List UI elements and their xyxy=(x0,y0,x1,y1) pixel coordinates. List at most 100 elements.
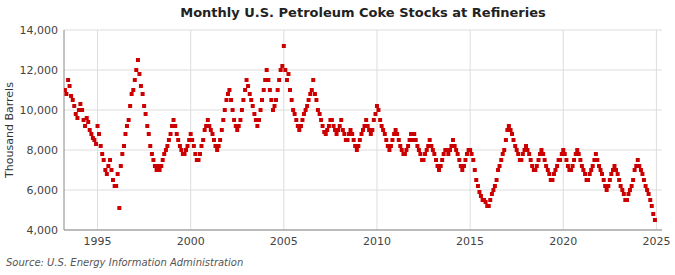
point xyxy=(431,148,435,152)
point xyxy=(226,92,230,96)
point xyxy=(105,172,109,176)
point xyxy=(201,138,205,142)
point xyxy=(394,128,398,132)
point xyxy=(617,178,621,182)
point xyxy=(304,108,308,112)
point xyxy=(440,158,444,162)
point xyxy=(141,92,145,96)
point xyxy=(622,192,626,196)
point xyxy=(131,88,135,92)
x-tick-label: 2015 xyxy=(456,235,484,248)
x-grid-line xyxy=(563,30,564,230)
point xyxy=(415,144,419,148)
point xyxy=(246,84,250,88)
points xyxy=(64,44,657,222)
point xyxy=(88,128,92,132)
point xyxy=(238,118,242,122)
point xyxy=(597,164,601,168)
point xyxy=(151,158,155,162)
point xyxy=(495,178,499,182)
point xyxy=(589,168,593,172)
point xyxy=(190,138,194,142)
point xyxy=(186,144,190,148)
point xyxy=(650,204,654,208)
point xyxy=(283,68,287,72)
point xyxy=(381,128,385,132)
point xyxy=(130,92,134,96)
point xyxy=(645,188,649,192)
point xyxy=(429,144,433,148)
point xyxy=(209,128,213,132)
point xyxy=(231,108,235,112)
point xyxy=(373,112,377,116)
point xyxy=(496,168,500,172)
y-grid-line xyxy=(64,190,662,191)
point xyxy=(144,112,148,116)
point xyxy=(193,152,197,156)
point xyxy=(102,158,106,162)
x-tick-label: 2000 xyxy=(177,235,205,248)
point xyxy=(313,92,317,96)
point xyxy=(257,118,261,122)
point xyxy=(501,152,505,156)
y-tick-label: 6,000 xyxy=(27,184,59,197)
point xyxy=(111,178,115,182)
point xyxy=(212,138,216,142)
point xyxy=(578,158,582,162)
point xyxy=(356,144,360,148)
point xyxy=(425,148,429,152)
point xyxy=(89,132,93,136)
point xyxy=(96,124,100,128)
point xyxy=(229,98,233,102)
point xyxy=(378,118,382,122)
y-tick-label: 10,000 xyxy=(20,104,59,117)
point xyxy=(412,132,416,136)
point xyxy=(319,118,323,122)
point xyxy=(510,132,514,136)
point xyxy=(614,168,618,172)
point xyxy=(423,152,427,156)
point xyxy=(509,128,513,132)
point xyxy=(581,168,585,172)
point xyxy=(276,88,280,92)
point xyxy=(297,128,301,132)
point xyxy=(325,128,329,132)
point xyxy=(321,124,325,128)
point xyxy=(403,152,407,156)
point xyxy=(516,152,520,156)
point xyxy=(563,152,567,156)
point xyxy=(310,88,314,92)
point xyxy=(122,144,126,148)
point xyxy=(192,144,196,148)
point xyxy=(341,128,345,132)
point xyxy=(327,124,331,128)
y-tick-label: 14,000 xyxy=(20,24,59,37)
point xyxy=(241,98,245,102)
point xyxy=(85,116,89,120)
point xyxy=(235,128,239,132)
point xyxy=(376,108,380,112)
point xyxy=(462,164,466,168)
point xyxy=(125,124,129,128)
point xyxy=(507,124,511,128)
y-grid-line xyxy=(64,110,662,111)
x-grid-line xyxy=(656,30,657,230)
point xyxy=(536,158,540,162)
point xyxy=(172,118,176,122)
point xyxy=(644,184,648,188)
point xyxy=(282,44,286,48)
point xyxy=(74,112,78,116)
y-grid-line xyxy=(64,150,662,151)
point xyxy=(594,152,598,156)
point xyxy=(580,164,584,168)
point xyxy=(316,108,320,112)
point xyxy=(521,152,525,156)
point xyxy=(106,164,110,168)
point xyxy=(159,164,163,168)
x-grid-line xyxy=(470,30,471,230)
y-grid-line xyxy=(64,70,662,71)
point xyxy=(535,164,539,168)
point xyxy=(493,184,497,188)
point xyxy=(167,138,171,142)
point xyxy=(210,132,214,136)
